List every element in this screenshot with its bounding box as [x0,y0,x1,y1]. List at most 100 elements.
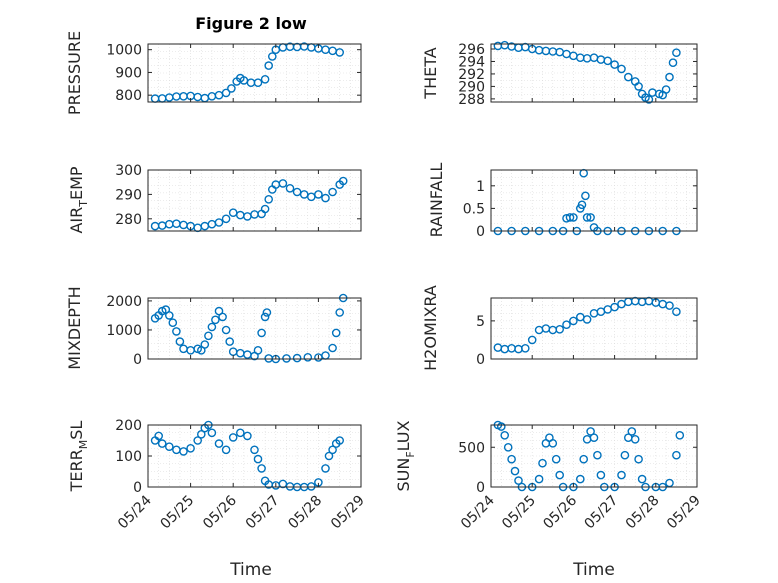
data-point [630,434,640,444]
panel-rainfall: 0 0.5 1 RAINFALL [427,163,698,240]
data-point [514,476,523,485]
data-point [154,431,163,441]
data-point [617,64,626,74]
data-point [186,443,195,453]
y-tick-label: 0.5 [463,201,485,217]
data-point [179,447,188,456]
y-tick-label: 294 [458,54,485,70]
y-tick-label: 1000 [106,323,142,339]
data-point [576,474,585,484]
y-tick-label: 0 [476,480,485,496]
data-point [207,322,217,332]
data-point [644,95,654,104]
y-tick-label: 1 [476,179,485,195]
data-point [569,213,578,222]
data-point [328,187,337,197]
data-point [228,433,238,442]
y-tick-label: 5 [476,314,485,330]
panel-terr-msl: 0 100 200 05/24 05/25 05/26 05/27 05/28 05/29 TER… [67,418,368,532]
data-point [324,451,334,461]
data-point [250,445,259,455]
data-point [603,56,613,66]
data-point [548,438,558,448]
data-point [586,427,595,436]
x-tick-label: 05/27 [243,493,283,533]
y-tick-label: 290 [458,79,485,95]
data-point [285,183,295,193]
y-tick-label: 500 [458,440,485,456]
data-point [264,194,274,204]
y-tick-label: 300 [115,163,142,179]
data-point [555,470,565,480]
y-tick-label: 0 [476,224,485,240]
axes-box [147,297,362,360]
data-point [172,327,181,336]
data-point [260,204,270,214]
data-point [672,307,681,317]
data-point [168,318,178,328]
y-axis-label: H2OMIXRA [421,285,440,371]
x-tick-label: 05/24 [115,492,155,532]
data-point [157,439,167,448]
y-axis-label: AIRTEMP [67,166,90,233]
y-tick-label: 900 [115,65,142,81]
data-point [221,445,231,455]
data-point [503,442,513,452]
data-point [328,343,337,353]
data-point [207,428,217,438]
data-point [164,442,174,452]
panel-air-temp: 280 290 300 AIRTEMP [67,163,362,234]
y-tick-label: 296 [458,42,485,58]
data-point [582,213,592,222]
data-point [200,340,210,349]
data-point [634,82,643,91]
data-point [218,312,227,322]
data-point [253,454,263,464]
data-point [672,48,681,58]
data-point [500,430,510,440]
data-point [264,61,274,70]
data-point [581,191,590,201]
y-tick-label: 280 [115,212,142,228]
data-point [569,316,578,326]
data-point [624,72,633,82]
data-series [493,40,681,104]
data-point [521,343,530,353]
data-point [257,328,266,338]
data-point [314,190,323,199]
grid [491,298,697,359]
data-point [665,72,674,82]
data-point [331,328,341,338]
panel-sun-flux: 0 500 05/24 05/25 05/26 05/27 05/28 05/29 SUNFLU… [394,420,704,532]
data-point [510,466,520,476]
data-point [267,52,277,61]
x-tick-label: 05/25 [499,493,539,533]
data-point [620,450,630,460]
y-axis-label: RAINFALL [427,163,446,238]
data-point [262,308,272,317]
data-point [637,474,647,484]
data-point [634,454,643,464]
data-point [243,431,252,441]
panel-mixdepth: 0 1000 2000 MIXDEPTH [65,286,362,370]
axes-box [490,169,698,232]
x-tick-label: 05/27 [582,493,622,533]
y-axis-label: PRESSURE [65,31,84,115]
grid [491,170,697,231]
data-point [225,337,234,346]
data-point [303,352,313,362]
axes-box [490,424,698,488]
data-point [538,458,547,468]
panel-pressure: 800 900 1000 PRESSURE [65,31,362,115]
y-tick-label: 292 [458,67,485,83]
data-point [665,301,674,310]
y-axis-label: TERRMSL [67,421,90,493]
data-point [610,60,619,69]
data-point [555,324,565,334]
y-tick-label: 0 [133,480,142,496]
data-point [675,430,685,440]
x-axis-label-left: Time [229,560,272,580]
y-tick-label: 200 [115,418,142,434]
x-tick-label: 05/29 [328,493,368,533]
data-point [193,436,202,445]
